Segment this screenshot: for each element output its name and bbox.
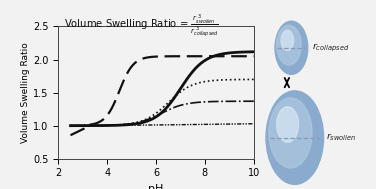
- Text: Volume Swelling Ratio = $\frac{r_{swollen}^{\ 3}}{r_{collapsed}^{\ 3}}$: Volume Swelling Ratio = $\frac{r_{swolle…: [64, 13, 219, 40]
- Circle shape: [277, 25, 301, 65]
- Text: $r_{swollen}$: $r_{swollen}$: [326, 132, 356, 143]
- X-axis label: pH: pH: [149, 184, 164, 189]
- Circle shape: [275, 21, 308, 74]
- Circle shape: [281, 30, 294, 50]
- Y-axis label: Volume Swelling Ratio: Volume Swelling Ratio: [21, 42, 30, 143]
- Circle shape: [266, 91, 323, 184]
- Circle shape: [277, 107, 299, 142]
- Text: $r_{collapsed}$: $r_{collapsed}$: [312, 42, 350, 54]
- Circle shape: [269, 98, 312, 168]
